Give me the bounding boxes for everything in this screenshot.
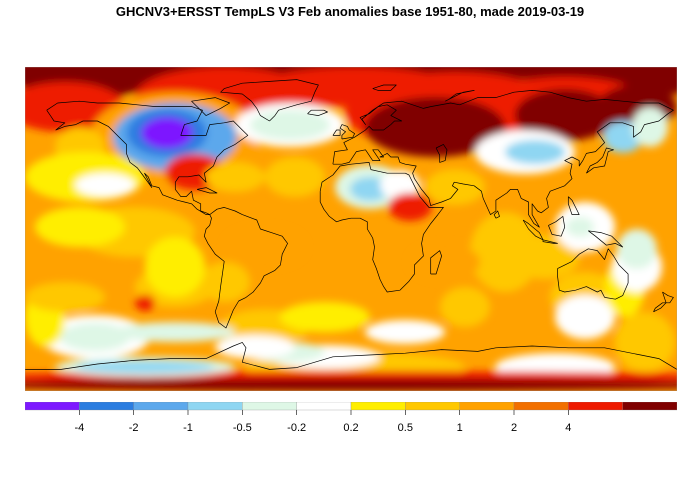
anomaly-patch (145, 237, 205, 297)
coastline (332, 90, 674, 228)
coastline (191, 97, 231, 116)
coastline (203, 207, 288, 329)
legend-tick-label: -0.2 (287, 422, 306, 434)
legend-color-box (513, 402, 569, 411)
coastline (653, 302, 667, 313)
coastline (307, 109, 328, 116)
legend-tick-label: -2 (129, 422, 139, 434)
anomaly-patch (515, 89, 615, 141)
anomaly-patch (440, 287, 490, 327)
coastline (445, 90, 475, 102)
coastline (493, 210, 500, 219)
anomaly-patch (566, 217, 594, 237)
anomaly-patch (250, 110, 330, 140)
anomaly-patch (555, 295, 615, 339)
legend-color-box (568, 402, 623, 411)
coastline (25, 342, 677, 370)
coastline (557, 248, 629, 300)
legend-color-box (296, 402, 352, 411)
legend-color-box (133, 402, 189, 411)
coastline (372, 84, 397, 91)
coastline (319, 162, 444, 293)
legend-color-box (405, 402, 460, 411)
anomaly-patch (141, 117, 193, 149)
anomaly-patch (60, 323, 130, 351)
color-legend: -4 -2 -1 -0.5 -0.2 0.2 0.5 1 2 4 (25, 402, 677, 434)
anomaly-patch (35, 207, 125, 247)
anomaly-patch (75, 361, 215, 373)
anomaly-patch (365, 320, 445, 344)
coastline (220, 79, 319, 122)
coastline (662, 291, 674, 304)
coastline (339, 124, 355, 140)
legend-color-box (187, 402, 243, 411)
anomaly-patch (365, 97, 505, 157)
anomaly-patch (350, 177, 390, 201)
anomaly-patch (205, 162, 265, 192)
coastline (542, 239, 558, 244)
anomaly-map (25, 67, 677, 391)
coastline (588, 230, 624, 248)
anomaly-patch (135, 295, 155, 311)
anomaly-patch (75, 173, 135, 197)
anomaly-patch (25, 282, 105, 312)
anomaly-patch (25, 379, 677, 391)
legend-color-box (459, 402, 515, 411)
anomaly-patch (280, 302, 370, 332)
coastline (197, 187, 218, 194)
coastline (430, 250, 442, 275)
legend-color-box (350, 402, 406, 411)
coastline (548, 216, 566, 237)
legend-tick-label: 2 (511, 422, 517, 434)
anomaly-patch (388, 193, 432, 221)
map-title: GHCNV3+ERSST TempLS V3 Feb anomalies bas… (115, 4, 585, 19)
legend-color-box (25, 402, 80, 411)
anomaly-patch (410, 244, 480, 280)
anomaly-patch (265, 157, 325, 197)
anomaly-patch (425, 169, 485, 205)
legend-tick-label: -4 (74, 422, 84, 434)
legend-tick-label: 4 (565, 422, 571, 434)
anomaly-patch (505, 140, 565, 164)
coastline (435, 144, 448, 163)
legend-tick-label: 0.2 (343, 422, 358, 434)
coastline (586, 147, 614, 174)
legend-color-box (79, 402, 134, 411)
legend-tick-label: -0.5 (233, 422, 252, 434)
coastline (567, 196, 580, 215)
anomaly-patch (632, 107, 668, 147)
coastline (332, 129, 341, 136)
legend-tick-label: -1 (183, 422, 193, 434)
anomaly-patch (615, 312, 675, 372)
anomaly-patch (510, 235, 580, 279)
anomaly-patch (617, 229, 657, 269)
legend-tick-label: 0.5 (398, 422, 413, 434)
anomaly-patch (225, 227, 305, 267)
legend-tick-label: 1 (457, 422, 463, 434)
legend-color-box (622, 402, 677, 411)
coastline (46, 100, 249, 215)
anomaly-patch (115, 322, 235, 342)
legend-color-box (242, 402, 297, 411)
anomaly-patch (215, 335, 295, 359)
